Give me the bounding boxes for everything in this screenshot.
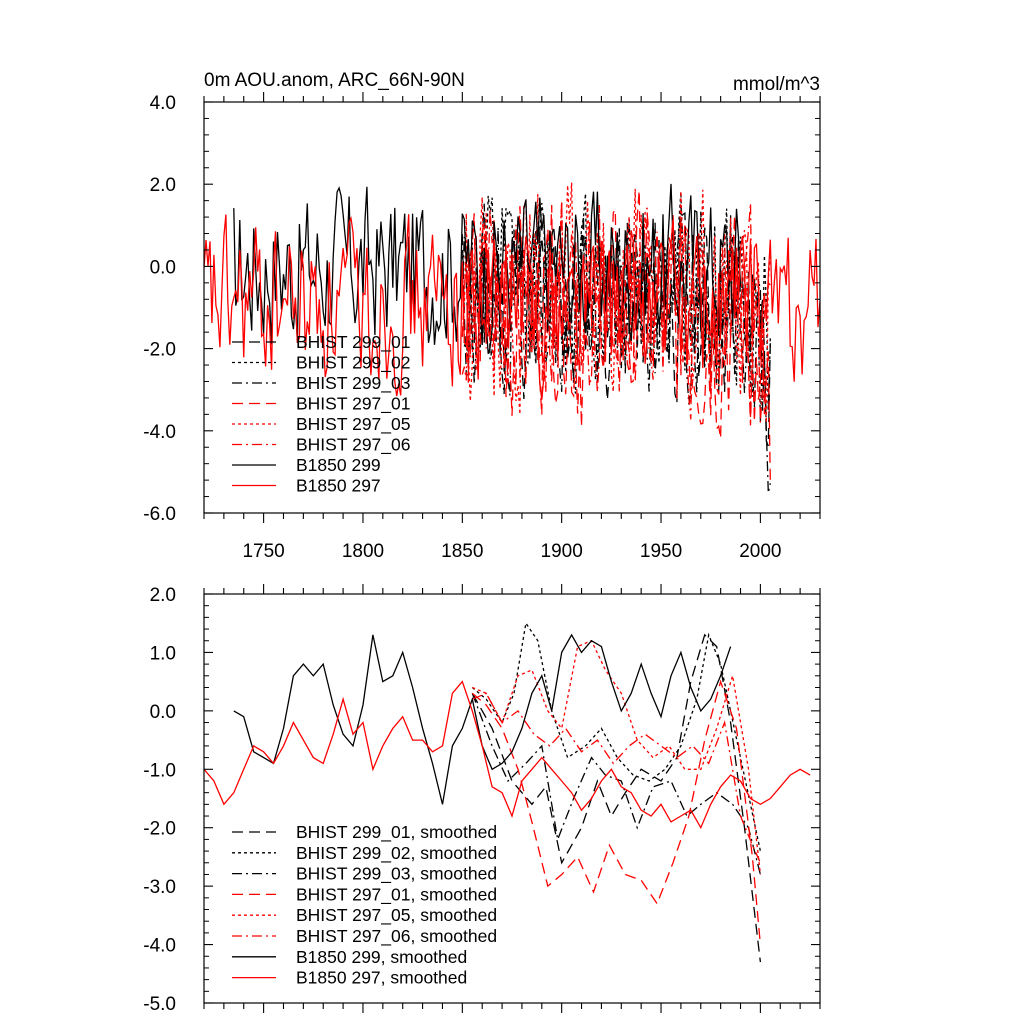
top-axis-ticks: -6.0 -4.0 -2.0 0.0 2.0 4.0 1750 1800 1850 1900 195… xyxy=(143,92,821,562)
series-line-bhist-299-03-smoothed xyxy=(471,693,762,875)
y-tick-label: 4.0 xyxy=(150,93,176,114)
top-panel: 0m AOU.anom, ARC_66N-90N mmol/m^3 -6.0 -4… xyxy=(143,70,821,562)
legend-label-bhist-299-01-smoothed: BHIST 299_01, smoothed xyxy=(296,822,497,843)
x-tick-label: 1950 xyxy=(640,541,682,562)
y-tick-label: -1.0 xyxy=(143,760,176,781)
y-tick-label: 0.0 xyxy=(150,702,176,723)
bottom-panel: -5.0 -4.0 -3.0 -2.0 -1.0 0.0 1.0 2.0 BHIST 299_… xyxy=(143,584,821,1015)
x-tick-label: 1750 xyxy=(242,541,284,562)
legend-label-b1850-299-smoothed: B1850 299, smoothed xyxy=(296,947,467,967)
legend-label-bhist-297-06: BHIST 297_06 xyxy=(296,435,410,456)
series-line-bhist-299-01-smoothed xyxy=(471,633,762,963)
legend-label-bhist-299-03-smoothed: BHIST 299_03, smoothed xyxy=(296,864,497,885)
y-tick-label: -2.0 xyxy=(143,340,176,361)
bottom-plot-area xyxy=(204,621,811,963)
legend-label-b1850-299: B1850 299 xyxy=(296,455,381,475)
y-tick-label: -4.0 xyxy=(143,936,176,957)
series-line-bhist-299-02-smoothed xyxy=(471,621,762,852)
y-tick-label: -3.0 xyxy=(143,877,176,898)
x-tick-label: 1900 xyxy=(541,541,583,562)
legend-label-bhist-297-01-smoothed: BHIST 297_01, smoothed xyxy=(296,884,497,905)
series-line-bhist-297-01-smoothed xyxy=(471,679,762,945)
x-tick-label: 2000 xyxy=(739,541,781,562)
legend-label-bhist-297-05: BHIST 297_05 xyxy=(296,414,410,435)
legend-label-b1850-297: B1850 297 xyxy=(296,476,381,496)
x-tick-label: 1800 xyxy=(342,541,384,562)
top-plot-frame xyxy=(203,101,821,514)
top-panel-title: 0m AOU.anom, ARC_66N-90N xyxy=(204,70,465,91)
legend-label-b1850-297-smoothed: B1850 297, smoothed xyxy=(296,968,467,988)
series-line-b1850-297-smoothed xyxy=(204,680,811,830)
y-tick-label: -2.0 xyxy=(143,819,176,840)
legend-label-bhist-297-05-smoothed: BHIST 297_05, smoothed xyxy=(296,905,497,926)
y-tick-label: 0.0 xyxy=(150,257,176,278)
series-line-bhist-297-06-smoothed xyxy=(472,692,761,864)
y-tick-label: 2.0 xyxy=(150,175,176,196)
series-line-b1850-297 xyxy=(204,214,820,400)
x-tick-label: 1850 xyxy=(441,541,483,562)
y-tick-label: -5.0 xyxy=(143,994,176,1015)
legend-label-bhist-299-01: BHIST 299_01 xyxy=(296,332,410,353)
legend-label-bhist-299-02-smoothed: BHIST 299_02, smoothed xyxy=(296,843,497,864)
bottom-plot-frame xyxy=(203,593,821,1004)
y-tick-label: 2.0 xyxy=(150,585,176,606)
legend-label-bhist-299-02: BHIST 299_02 xyxy=(296,353,410,374)
bottom-axis-ticks: -5.0 -4.0 -3.0 -2.0 -1.0 0.0 1.0 2.0 xyxy=(143,584,821,1015)
y-tick-label: 1.0 xyxy=(150,643,176,664)
top-panel-units: mmol/m^3 xyxy=(733,74,820,95)
y-tick-label: -6.0 xyxy=(143,504,176,525)
legend-label-bhist-297-01: BHIST 297_01 xyxy=(296,394,410,415)
y-tick-label: -4.0 xyxy=(143,422,176,443)
series-line-bhist-297-05-smoothed xyxy=(472,639,762,875)
legend-label-bhist-299-03: BHIST 299_03 xyxy=(296,373,410,394)
legend-label-bhist-297-06-smoothed: BHIST 297_06, smoothed xyxy=(296,926,497,947)
top-plot-area xyxy=(204,182,820,494)
